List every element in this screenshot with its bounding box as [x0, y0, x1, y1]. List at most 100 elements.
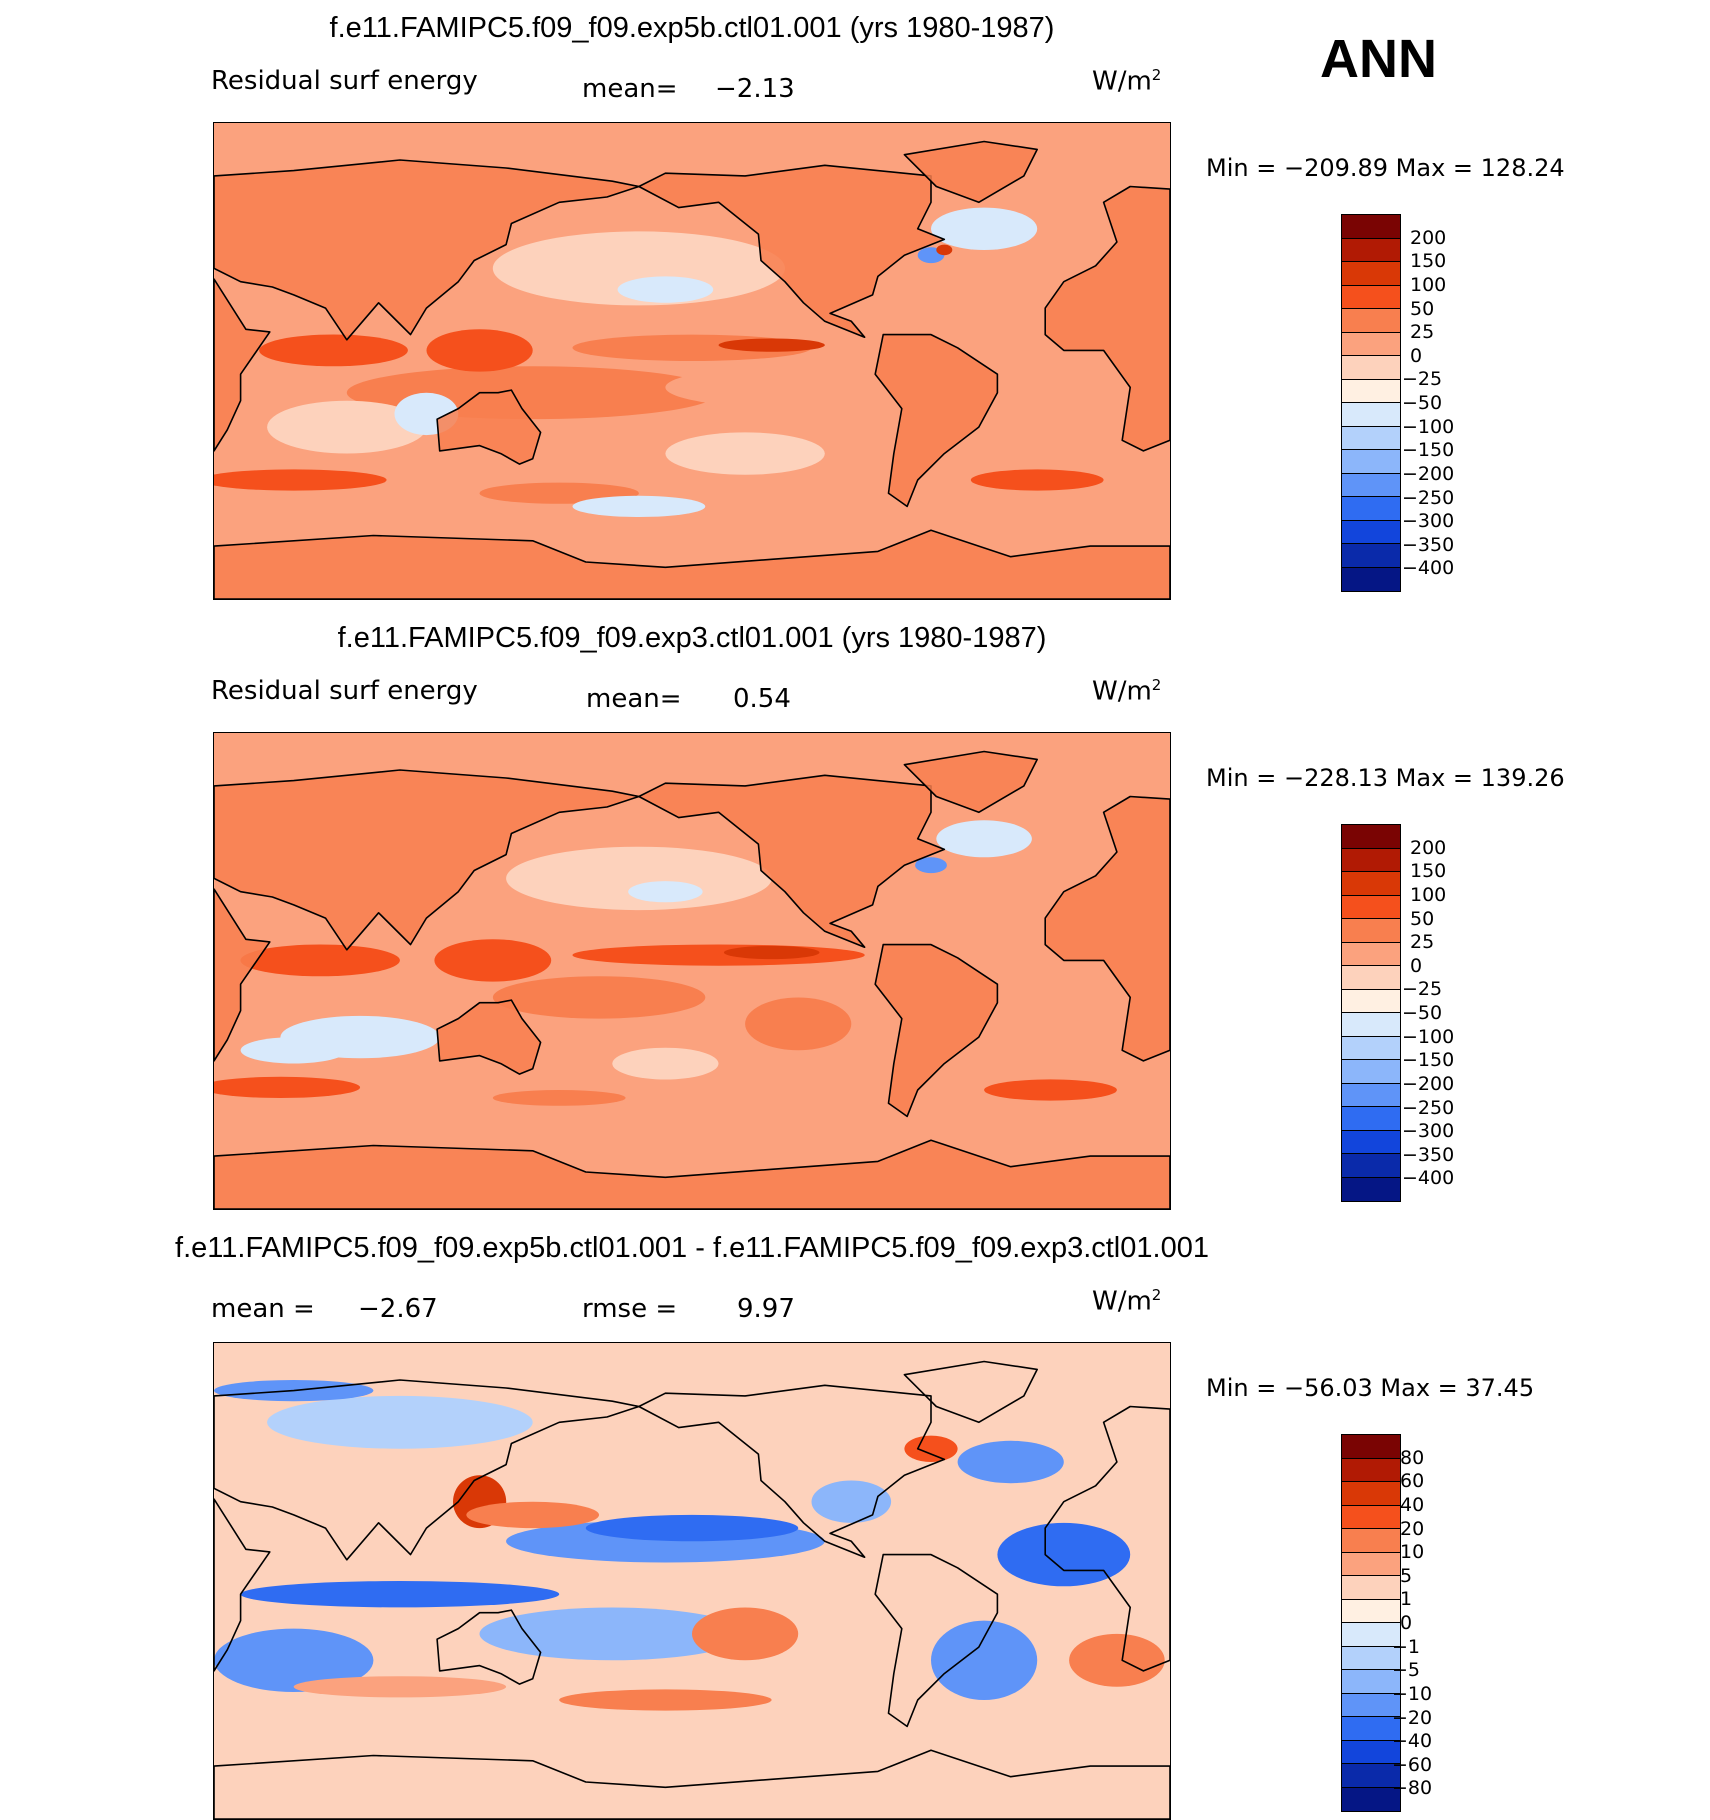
colorbar-tick-label: −60	[1392, 1753, 1433, 1776]
colorbar-tick-label: 20	[1400, 1517, 1425, 1540]
panel-1-units: W/m2	[1092, 66, 1161, 97]
colorbar-swatch	[1342, 919, 1400, 943]
panel-3-mean-label: mean =	[211, 1294, 315, 1324]
coastline	[1044, 185, 1170, 452]
colorbar-swatch	[1342, 1717, 1400, 1741]
colorbar-tick-label: 50	[1410, 907, 1435, 930]
field-contour	[984, 1079, 1117, 1101]
colorbar-swatch	[1342, 1154, 1400, 1178]
colorbar-tick-label: 60	[1400, 1470, 1425, 1493]
colorbar-tick-label: −350	[1402, 533, 1455, 556]
field-contour	[240, 944, 400, 977]
field-contour	[915, 857, 947, 874]
field-contour	[492, 976, 706, 1019]
field-contour	[692, 1607, 799, 1661]
field-contour	[970, 469, 1104, 491]
colorbar-swatch	[1342, 1177, 1400, 1201]
colorbar-tick-label: 0	[1400, 1612, 1413, 1634]
colorbar-swatch	[1342, 567, 1400, 591]
colorbar-swatch	[1342, 238, 1400, 262]
units-exponent: 2	[1151, 66, 1162, 84]
colorbar-tick-label: −350	[1402, 1143, 1455, 1166]
coastline	[436, 389, 542, 465]
colorbar-swatch	[1342, 309, 1400, 333]
units-base: W/m	[1092, 1286, 1152, 1317]
panel-3-map	[213, 1342, 1171, 1820]
colorbar-tick-label: 200	[1410, 836, 1447, 859]
field-contour	[585, 1514, 799, 1542]
colorbar-swatch	[1342, 895, 1400, 919]
colorbar-tick-label: 0	[1410, 954, 1423, 977]
coastline	[638, 164, 946, 338]
colorbar-tick-label: 200	[1410, 226, 1447, 249]
colorbar-tick-label: −10	[1392, 1682, 1433, 1705]
field-contour	[665, 366, 931, 409]
coastline	[436, 1609, 542, 1685]
panel-2-mean-value: 0.54	[733, 684, 791, 714]
colorbar-swatch	[1342, 1130, 1400, 1154]
panel-3-title: f.e11.FAMIPC5.f09_f09.exp5b.ctl01.001 - …	[175, 1232, 1209, 1264]
field-contour	[559, 1689, 772, 1711]
colorbar-tick-label: −100	[1402, 415, 1455, 438]
panel-3-colorbar-labels: 80 60 40 20 10 5 1 0 −1 −5 −10 −20 −40 −60 −80	[1392, 1434, 1490, 1812]
colorbar-tick-label: 150	[1410, 860, 1447, 883]
field-contour	[617, 276, 714, 303]
field-contour	[931, 207, 1038, 250]
colorbar-tick-label: −250	[1402, 486, 1455, 509]
colorbar-tick-label: −400	[1402, 1167, 1455, 1190]
colorbar-swatch	[1342, 497, 1400, 521]
field-contour	[931, 1620, 1038, 1700]
coastline	[214, 278, 271, 452]
colorbar-swatch	[1342, 1764, 1400, 1788]
panel-2-units: W/m2	[1092, 676, 1161, 707]
colorbar-swatch	[1342, 1623, 1400, 1647]
colorbar-tick-label: −80	[1392, 1777, 1433, 1800]
colorbar-swatch	[1342, 872, 1400, 896]
colorbar-swatch	[1342, 379, 1400, 403]
coastline	[874, 943, 999, 1118]
season-label: ANN	[1320, 29, 1437, 89]
colorbar-swatch	[1342, 966, 1400, 990]
panel-2-title: f.e11.FAMIPC5.f09_f09.exp3.ctl01.001 (yr…	[337, 622, 1047, 654]
field-contour	[214, 469, 387, 491]
colorbar-swatch	[1342, 356, 1400, 380]
field-contour	[904, 1435, 958, 1462]
colorbar-swatch	[1342, 520, 1400, 544]
colorbar-swatch	[1342, 848, 1400, 872]
colorbar-tick-label: −1	[1392, 1635, 1421, 1658]
colorbar-tick-label: 40	[1400, 1493, 1425, 1516]
colorbar-swatch	[1342, 1013, 1400, 1037]
field-contour	[628, 881, 703, 903]
panel-1-title: f.e11.FAMIPC5.f09_f09.exp5b.ctl01.001 (y…	[329, 12, 1055, 44]
coastline	[874, 1553, 999, 1728]
coastline	[214, 1379, 640, 1561]
panel-1-minmax: Min = −209.89 Max = 128.24	[1206, 154, 1565, 182]
field-contour	[434, 939, 552, 982]
colorbar-swatch	[1342, 332, 1400, 356]
field-contour	[723, 945, 820, 960]
colorbar-tick-label: −200	[1402, 462, 1455, 485]
panel-3-minmax: Min = −56.03 Max = 37.45	[1206, 1374, 1535, 1402]
field-contour	[936, 820, 1032, 858]
panel-2-mean-label: mean=	[586, 684, 682, 714]
colorbar-tick-label: 10	[1400, 1541, 1425, 1564]
field-contour	[665, 432, 825, 475]
field-contour	[997, 1522, 1131, 1587]
field-contour	[214, 1628, 374, 1692]
colorbar-swatch	[1342, 544, 1400, 568]
colorbar-swatch	[1342, 989, 1400, 1013]
colorbar-swatch	[1342, 215, 1400, 239]
colorbar-swatch	[1342, 1083, 1400, 1107]
field-contour	[572, 495, 706, 517]
colorbar-tick-label: −50	[1402, 1002, 1443, 1024]
coastline	[214, 529, 1170, 599]
coastline	[436, 999, 542, 1075]
panel-1-variable: Residual surf energy	[211, 66, 478, 96]
coastline	[903, 1360, 1039, 1424]
field-contour	[506, 846, 772, 911]
field-contour	[479, 1607, 746, 1661]
coastline	[1044, 1405, 1170, 1672]
panel-1-map	[213, 122, 1171, 600]
colorbar-swatch	[1342, 1599, 1400, 1623]
panel-3-rmse-label: rmse =	[582, 1294, 678, 1324]
